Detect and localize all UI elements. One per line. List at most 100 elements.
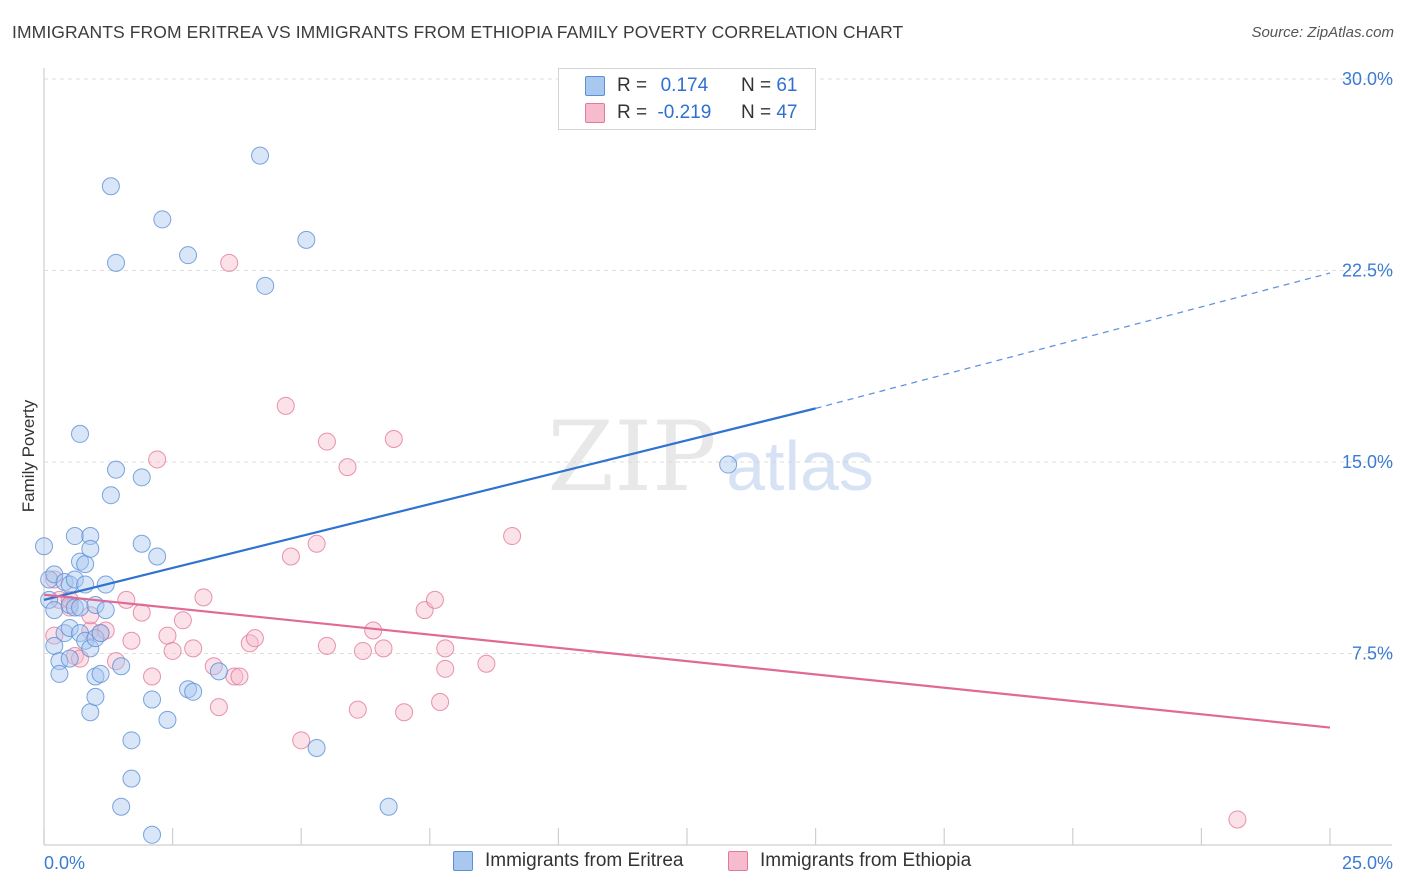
grid: [44, 78, 1392, 654]
eritrea-point: [35, 537, 53, 556]
ethiopia-point: [184, 639, 203, 658]
ethiopia-point: [338, 458, 357, 477]
axes: [43, 68, 1392, 846]
ethiopia-point: [276, 396, 295, 415]
eritrea-point: [45, 601, 64, 620]
eritrea-point: [153, 210, 172, 229]
eritrea-point: [122, 769, 141, 788]
watermark-zip: ZIP: [547, 401, 716, 513]
eritrea-point: [112, 797, 131, 816]
eritrea-point: [71, 598, 90, 617]
tick-labels: 7.5% 15.0% 22.5% 30.0% 0.0% 25.0%: [44, 69, 1393, 873]
ethiopia-point: [384, 430, 403, 449]
eritrea-point: [184, 682, 203, 701]
eritrea-point: [122, 731, 141, 750]
eritrea-point: [65, 570, 84, 589]
eritrea-point: [158, 710, 177, 729]
ethiopia-point: [353, 641, 372, 660]
ethiopia-point: [209, 698, 228, 717]
eritrea-point: [45, 565, 64, 584]
eritrea-point: [107, 460, 126, 479]
eritrea-point: [65, 527, 84, 546]
eritrea-swatch: [585, 76, 605, 96]
ethiopia-point: [117, 590, 136, 609]
eritrea-trend-extension: [815, 272, 1331, 410]
ethiopia-swatch: [728, 851, 748, 871]
y-tick-label: 22.5%: [1342, 261, 1393, 281]
eritrea-point: [251, 146, 270, 165]
series-eritrea-points: [35, 146, 738, 844]
eritrea-point: [81, 527, 100, 546]
ethiopia-point: [503, 527, 522, 546]
ethiopia-point: [158, 626, 177, 645]
watermark: ZIP atlas: [547, 401, 874, 513]
ethiopia-point: [292, 731, 311, 750]
eritrea-point: [96, 601, 115, 620]
series-ethiopia-points: [45, 253, 1247, 829]
ethiopia-point: [173, 611, 192, 630]
eritrea-point: [297, 230, 316, 249]
eritrea-point: [379, 797, 398, 816]
eritrea-point: [71, 552, 90, 571]
r-value: 0.174: [660, 75, 709, 96]
ethiopia-point: [245, 629, 264, 648]
eritrea-point: [209, 662, 228, 681]
eritrea-point: [86, 629, 105, 648]
n-value: 61: [776, 75, 798, 96]
n-value: 47: [776, 102, 798, 123]
eritrea-point: [132, 534, 151, 553]
eritrea-point: [55, 573, 74, 592]
legend-item-ethiopia[interactable]: Immigrants from Ethiopia: [728, 850, 971, 872]
eritrea-point: [76, 555, 95, 574]
r-label: R =: [617, 102, 653, 123]
ethiopia-point: [317, 432, 336, 451]
ethiopia-point: [395, 703, 414, 722]
ethiopia-point: [132, 603, 151, 622]
ethiopia-point: [148, 450, 167, 469]
ethiopia-point: [364, 621, 383, 640]
n-label: N =: [740, 102, 777, 123]
ethiopia-swatch: [585, 103, 605, 123]
ethiopia-point: [230, 667, 249, 686]
eritrea-point: [107, 253, 126, 272]
ethiopia-point: [96, 621, 115, 640]
ethiopia-point: [163, 641, 182, 660]
y-tick-label: 30.0%: [1342, 69, 1393, 89]
x-tick-label-min: 0.0%: [44, 853, 85, 873]
eritrea-point: [148, 547, 167, 566]
ethiopia-trend-line: [43, 593, 1331, 729]
eritrea-point: [60, 618, 79, 637]
eritrea-point: [81, 639, 100, 658]
trend-lines: [43, 272, 1331, 729]
eritrea-point: [112, 657, 131, 676]
y-tick-label: 15.0%: [1342, 452, 1393, 472]
legend-item-eritrea[interactable]: Immigrants from Eritrea: [453, 850, 683, 872]
legend-label-ethiopia: Immigrants from Ethiopia: [760, 850, 972, 871]
eritrea-point: [101, 177, 120, 196]
eritrea-point: [81, 703, 100, 722]
eritrea-point: [50, 652, 69, 671]
ethiopia-point: [436, 659, 455, 678]
ethiopia-point: [220, 253, 239, 272]
ethiopia-point: [194, 588, 213, 607]
chart-title: IMMIGRANTS FROM ERITREA VS IMMIGRANTS FR…: [12, 22, 904, 42]
ethiopia-point: [425, 590, 444, 609]
eritrea-trend-line: [43, 407, 816, 601]
ethiopia-point: [348, 700, 367, 719]
eritrea-point: [50, 664, 69, 683]
source-label: Source: ZipAtlas.com: [1251, 24, 1394, 41]
eritrea-point: [307, 738, 326, 757]
eritrea-point: [60, 649, 79, 668]
eritrea-point: [55, 624, 74, 643]
eritrea-point: [101, 486, 120, 505]
r-label: R =: [617, 75, 653, 96]
ethiopia-point: [107, 652, 126, 671]
ethiopia-point: [436, 639, 455, 658]
ethiopia-point: [122, 631, 141, 650]
eritrea-point: [143, 825, 162, 844]
ethiopia-point: [240, 634, 259, 653]
ethiopia-point: [204, 657, 223, 676]
eritrea-point: [81, 539, 100, 558]
ethiopia-point: [477, 654, 496, 673]
eritrea-swatch: [453, 851, 473, 871]
